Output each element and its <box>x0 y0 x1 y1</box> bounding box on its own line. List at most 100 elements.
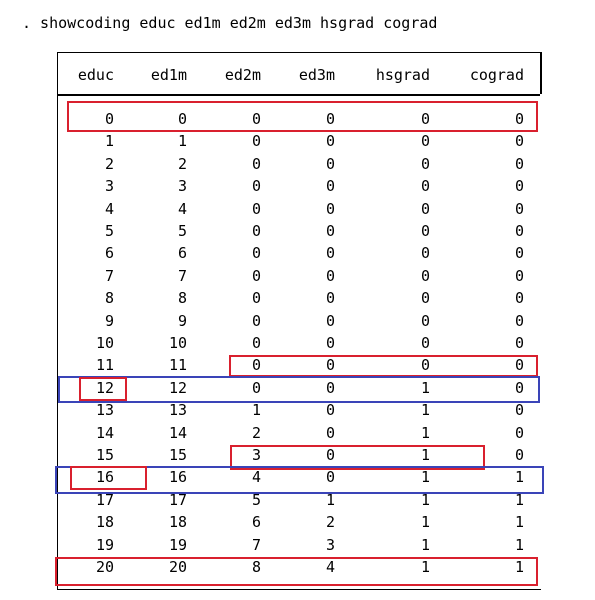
table-cell-ed1m: 7 <box>177 266 187 285</box>
table-cell-ed3m: 0 <box>325 244 335 263</box>
table-cell-hsgrad: 1 <box>420 513 430 532</box>
table-cell-ed1m: 8 <box>177 289 187 308</box>
table-cell-cograd: 0 <box>514 289 524 308</box>
table-cell-ed2m: 0 <box>251 110 261 128</box>
table-cell-cograd: 0 <box>514 423 524 442</box>
table-cell-ed2m: 5 <box>251 490 261 509</box>
table-cell-ed3m: 0 <box>325 222 335 240</box>
table-cell-ed2m: 3 <box>251 446 261 464</box>
table-cell-ed2m: 0 <box>251 199 261 218</box>
table-cell-cograd: 0 <box>514 199 524 218</box>
table-cell-ed1m: 16 <box>168 468 187 487</box>
table-cell-ed3m: 0 <box>325 468 335 487</box>
table-cell-hsgrad: 0 <box>420 266 430 285</box>
table-row: 8 8 0 0 0 0 <box>57 289 540 311</box>
table-cell-cograd: 0 <box>514 378 524 397</box>
column-header-educ: educ <box>77 66 114 84</box>
table-cell-hsgrad: 1 <box>420 468 430 487</box>
table-cell-educ: 18 <box>95 513 114 532</box>
table-cell-ed2m: 0 <box>251 378 261 397</box>
table-cell-ed1m: 17 <box>168 490 187 509</box>
table-cell-educ: 4 <box>104 199 114 218</box>
table-cell-ed1m: 5 <box>177 222 187 240</box>
table-cell-hsgrad: 1 <box>420 535 430 554</box>
column-header-ed1m: ed1m <box>150 66 187 84</box>
table-cell-educ: 9 <box>104 311 114 330</box>
table-cell-ed1m: 18 <box>168 513 187 532</box>
table-row: 18 18 6 2 1 1 <box>57 513 540 535</box>
table-row: 16 16 4 0 1 1 <box>57 468 540 490</box>
table-cell-ed2m: 0 <box>251 356 261 375</box>
table-row: 10 10 0 0 0 0 <box>57 334 540 356</box>
table-cell-ed1m: 14 <box>168 423 187 442</box>
table-cell-ed3m: 0 <box>325 177 335 196</box>
table-cell-ed3m: 0 <box>325 311 335 330</box>
table-cell-ed2m: 6 <box>251 513 261 532</box>
table-row: 15 15 3 0 1 0 <box>57 446 540 468</box>
table-row: 7 7 0 0 0 0 <box>57 267 540 289</box>
table-cell-cograd: 0 <box>514 177 524 196</box>
table-cell-ed2m: 0 <box>251 132 261 151</box>
table-cell-ed1m: 2 <box>177 154 187 173</box>
table-row: 4 4 0 0 0 0 <box>57 200 540 222</box>
table-row: 14 14 2 0 1 0 <box>57 424 540 446</box>
table-cell-ed1m: 1 <box>177 132 187 151</box>
table-cell-ed3m: 0 <box>325 132 335 151</box>
table-cell-ed2m: 0 <box>251 222 261 240</box>
table-cell-ed3m: 0 <box>325 289 335 308</box>
table-cell-ed2m: 0 <box>251 244 261 263</box>
table-cell-ed1m: 10 <box>168 334 187 352</box>
table-cell-hsgrad: 0 <box>420 289 430 308</box>
table-cell-ed2m: 0 <box>251 266 261 285</box>
table-cell-ed1m: 4 <box>177 199 187 218</box>
table-cell-ed2m: 0 <box>251 154 261 173</box>
table-row: 1 1 0 0 0 0 <box>57 132 540 154</box>
table-cell-educ: 0 <box>104 110 114 128</box>
table-cell-cograd: 0 <box>514 154 524 173</box>
table-cell-cograd: 0 <box>514 244 524 263</box>
table-row: 6 6 0 0 0 0 <box>57 244 540 266</box>
table-cell-hsgrad: 1 <box>420 423 430 442</box>
table-cell-cograd: 0 <box>514 132 524 151</box>
table-cell-ed3m: 2 <box>325 513 335 532</box>
table-cell-educ: 13 <box>95 401 114 420</box>
table-cell-hsgrad: 1 <box>420 446 430 464</box>
table-row: 0 0 0 0 0 0 <box>57 110 540 132</box>
table-cell-cograd: 0 <box>514 356 524 375</box>
table-cell-educ: 7 <box>104 266 114 285</box>
table-cell-ed3m: 0 <box>325 266 335 285</box>
table-cell-cograd: 0 <box>514 334 524 352</box>
table-header: educ ed1m ed2m ed3m hsgrad cograd <box>57 66 540 88</box>
column-header-hsgrad: hsgrad <box>375 66 430 84</box>
column-header-ed3m: ed3m <box>298 66 335 84</box>
table-cell-cograd: 0 <box>514 266 524 285</box>
table-cell-ed2m: 7 <box>251 535 261 554</box>
table-cell-cograd: 1 <box>514 468 524 487</box>
table-cell-hsgrad: 0 <box>420 334 430 352</box>
table-cell-educ: 3 <box>104 177 114 196</box>
table-cell-ed2m: 0 <box>251 334 261 352</box>
table-cell-educ: 17 <box>95 490 114 509</box>
table-cell-hsgrad: 0 <box>420 177 430 196</box>
table-cell-ed3m: 0 <box>325 378 335 397</box>
table-cell-ed1m: 20 <box>168 558 187 576</box>
table-cell-educ: 12 <box>95 378 114 397</box>
table-cell-cograd: 0 <box>514 110 524 128</box>
table-cell-ed3m: 0 <box>325 356 335 375</box>
table-row: 11 11 0 0 0 0 <box>57 356 540 378</box>
table-cell-educ: 1 <box>104 132 114 151</box>
table-frame-right-edge <box>540 52 542 94</box>
table-row: 19 19 7 3 1 1 <box>57 536 540 558</box>
table-cell-ed1m: 9 <box>177 311 187 330</box>
table-cell-ed3m: 0 <box>325 446 335 464</box>
table-cell-ed3m: 0 <box>325 423 335 442</box>
table-cell-cograd: 0 <box>514 401 524 420</box>
table-row: 2 2 0 0 0 0 <box>57 155 540 177</box>
table-row: 5 5 0 0 0 0 <box>57 222 540 244</box>
column-header-ed2m: ed2m <box>224 66 261 84</box>
table-cell-ed3m: 0 <box>325 199 335 218</box>
table-row: 3 3 0 0 0 0 <box>57 177 540 199</box>
table-cell-hsgrad: 1 <box>420 401 430 420</box>
table-cell-cograd: 0 <box>514 311 524 330</box>
table-row: 12 12 0 0 1 0 <box>57 379 540 401</box>
